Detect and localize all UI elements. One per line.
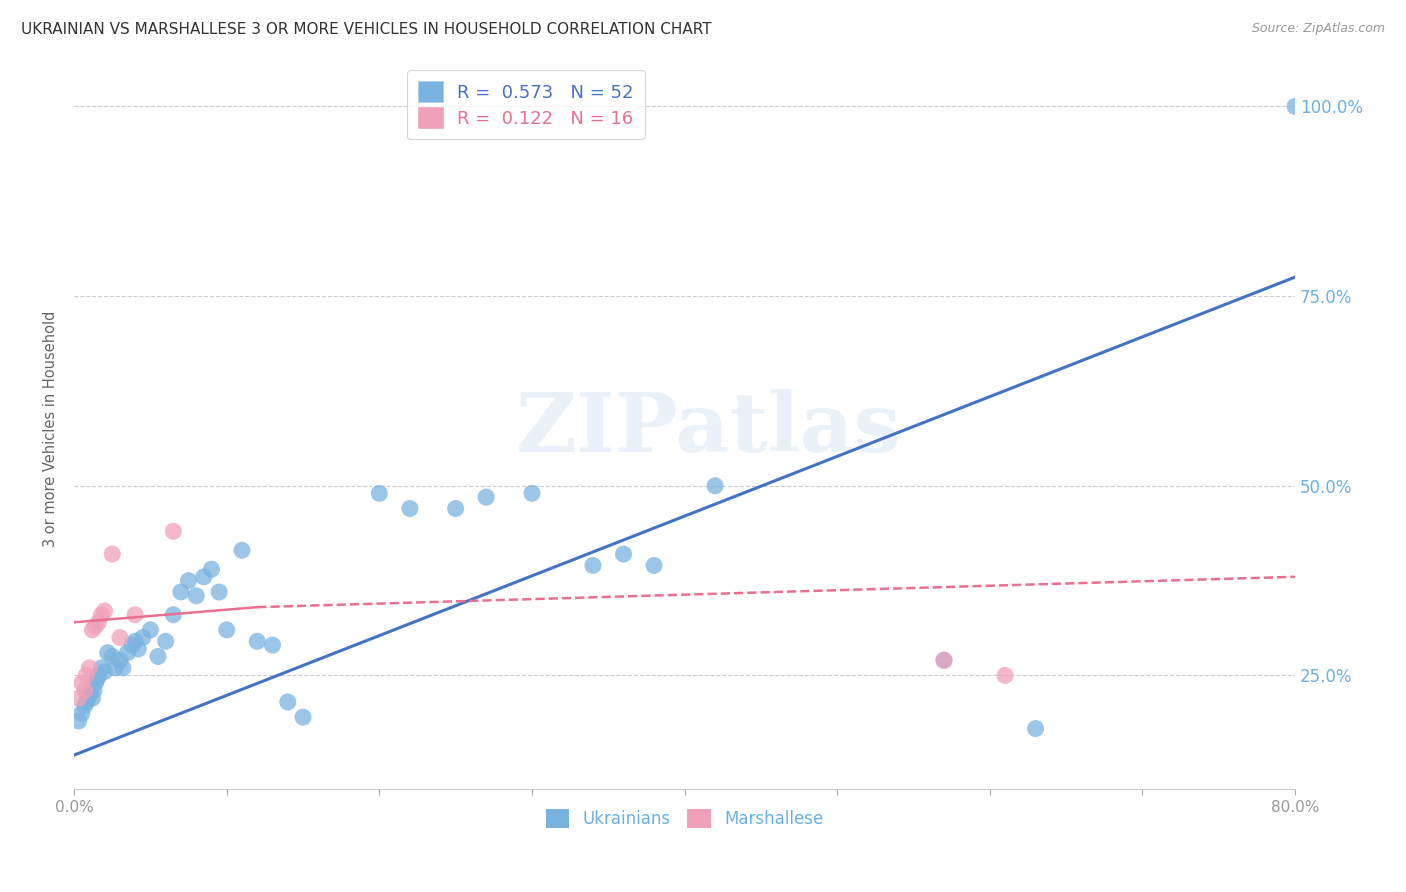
Point	[162, 607, 184, 622]
Point	[67, 691, 90, 706]
Point	[108, 631, 131, 645]
Point	[97, 646, 120, 660]
Point	[132, 631, 155, 645]
Point	[79, 687, 101, 701]
Point	[108, 653, 131, 667]
Point	[79, 661, 101, 675]
Point	[70, 676, 93, 690]
Point	[1284, 99, 1306, 113]
Point	[246, 634, 269, 648]
Legend: Ukrainians, Marshallese: Ukrainians, Marshallese	[540, 803, 830, 835]
Point	[520, 486, 543, 500]
Point	[932, 653, 955, 667]
Point	[87, 615, 110, 630]
Point	[177, 574, 200, 588]
Point	[277, 695, 299, 709]
Point	[124, 634, 146, 648]
Point	[208, 585, 231, 599]
Point	[231, 543, 253, 558]
Point	[475, 490, 498, 504]
Point	[121, 638, 143, 652]
Point	[932, 653, 955, 667]
Point	[82, 691, 104, 706]
Point	[146, 649, 169, 664]
Point	[127, 641, 149, 656]
Point	[994, 668, 1017, 682]
Point	[90, 661, 112, 675]
Point	[582, 558, 605, 573]
Point	[93, 665, 115, 679]
Point	[101, 649, 124, 664]
Point	[139, 623, 162, 637]
Text: ZIPatlas: ZIPatlas	[516, 389, 901, 469]
Point	[398, 501, 420, 516]
Point	[80, 683, 103, 698]
Point	[444, 501, 467, 516]
Point	[83, 683, 105, 698]
Point	[90, 607, 112, 622]
Point	[612, 547, 634, 561]
Y-axis label: 3 or more Vehicles in Household: 3 or more Vehicles in Household	[44, 310, 58, 547]
Point	[67, 714, 90, 728]
Point	[1025, 722, 1047, 736]
Text: UKRAINIAN VS MARSHALLESE 3 OR MORE VEHICLES IN HOUSEHOLD CORRELATION CHART: UKRAINIAN VS MARSHALLESE 3 OR MORE VEHIC…	[21, 22, 711, 37]
Point	[117, 646, 139, 660]
Point	[93, 604, 115, 618]
Point	[86, 672, 108, 686]
Point	[104, 661, 127, 675]
Point	[84, 676, 107, 690]
Point	[215, 623, 238, 637]
Point	[200, 562, 222, 576]
Text: Source: ZipAtlas.com: Source: ZipAtlas.com	[1251, 22, 1385, 36]
Point	[368, 486, 391, 500]
Point	[111, 661, 134, 675]
Point	[87, 668, 110, 682]
Point	[186, 589, 208, 603]
Point	[704, 479, 727, 493]
Point	[101, 547, 124, 561]
Point	[76, 691, 98, 706]
Point	[643, 558, 665, 573]
Point	[75, 668, 97, 682]
Point	[292, 710, 315, 724]
Point	[155, 634, 177, 648]
Point	[193, 570, 215, 584]
Point	[70, 706, 93, 721]
Point	[84, 619, 107, 633]
Point	[262, 638, 284, 652]
Point	[73, 683, 96, 698]
Point	[82, 623, 104, 637]
Point	[73, 698, 96, 713]
Point	[75, 695, 97, 709]
Point	[170, 585, 193, 599]
Point	[162, 524, 184, 539]
Point	[124, 607, 146, 622]
